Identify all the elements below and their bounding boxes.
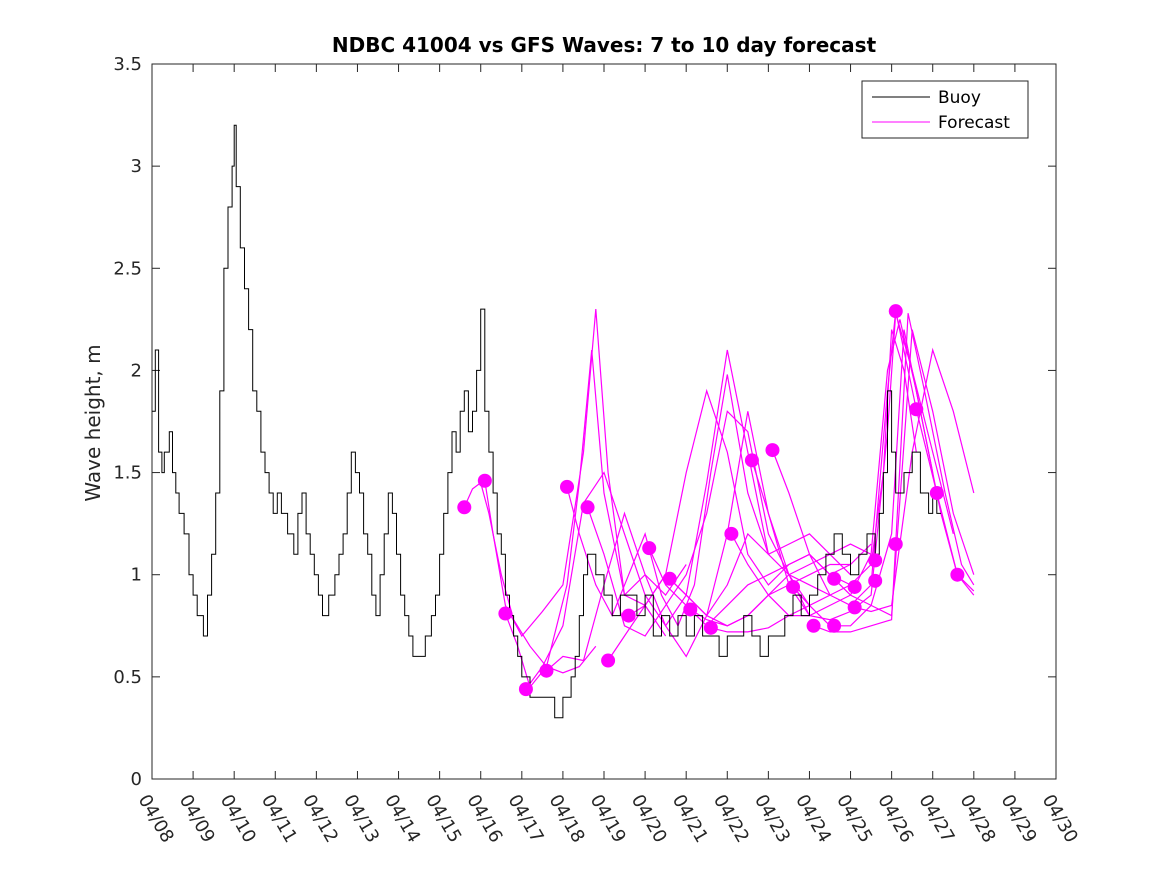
y-tick-label: 3 <box>131 156 142 177</box>
forecast-marker <box>724 526 739 541</box>
y-axis-label: Wave height, m <box>81 344 105 501</box>
forecast-marker <box>703 620 718 635</box>
buoy-line <box>152 124 941 719</box>
y-tick-label: 0.5 <box>113 667 142 688</box>
forecast-marker <box>950 567 965 582</box>
forecast-line <box>504 349 687 689</box>
forecast-marker <box>621 608 636 623</box>
forecast-marker <box>847 600 862 615</box>
legend-box <box>861 80 1029 139</box>
forecast-marker <box>744 453 759 468</box>
forecast-marker <box>662 571 677 586</box>
forecast-marker <box>827 571 842 586</box>
forecast-line <box>771 311 975 607</box>
forecast-marker <box>847 579 862 594</box>
forecast-line <box>813 313 975 633</box>
legend-label-forecast: Forecast <box>938 113 1010 133</box>
forecast-marker <box>539 663 554 678</box>
forecast-marker <box>477 473 492 488</box>
forecast-marker <box>806 618 821 633</box>
forecast-line <box>628 532 851 617</box>
forecast-marker <box>909 402 924 417</box>
y-tick-label: 1.5 <box>113 463 142 484</box>
forecast-marker <box>929 486 944 500</box>
y-tick-label: 0 <box>131 769 142 790</box>
forecast-marker <box>868 553 883 568</box>
forecast-marker <box>498 606 513 621</box>
forecast-marker <box>888 304 903 319</box>
forecast-marker <box>765 443 780 458</box>
forecast-line <box>833 329 975 617</box>
forecast-marker <box>518 682 533 697</box>
forecast-marker <box>642 541 657 556</box>
y-tick-label: 3.5 <box>113 54 142 75</box>
forecast-line <box>689 543 872 627</box>
y-tick-label: 2 <box>131 360 142 381</box>
forecast-marker <box>868 573 883 588</box>
forecast-marker <box>786 579 801 594</box>
forecast-marker <box>560 479 575 494</box>
legend: Buoy Forecast <box>861 80 1029 139</box>
forecast-line <box>751 313 954 621</box>
plot-area: 00.511.522.533.504/0804/0904/1004/1104/1… <box>113 54 1081 846</box>
legend-label-buoy: Buoy <box>938 88 981 108</box>
forecast-marker <box>888 537 903 552</box>
forecast-marker <box>580 500 595 515</box>
chart-title: NDBC 41004 vs GFS Waves: 7 to 10 day for… <box>332 33 877 57</box>
forecast-line <box>546 411 810 672</box>
y-tick-label: 1 <box>131 565 142 586</box>
forecast-marker <box>457 500 472 515</box>
forecast-marker <box>683 602 698 617</box>
forecast-marker <box>827 618 842 633</box>
forecast-line <box>484 309 667 638</box>
y-tick-label: 2.5 <box>113 258 142 279</box>
forecast-marker <box>601 653 616 668</box>
forecast-line <box>792 329 975 627</box>
